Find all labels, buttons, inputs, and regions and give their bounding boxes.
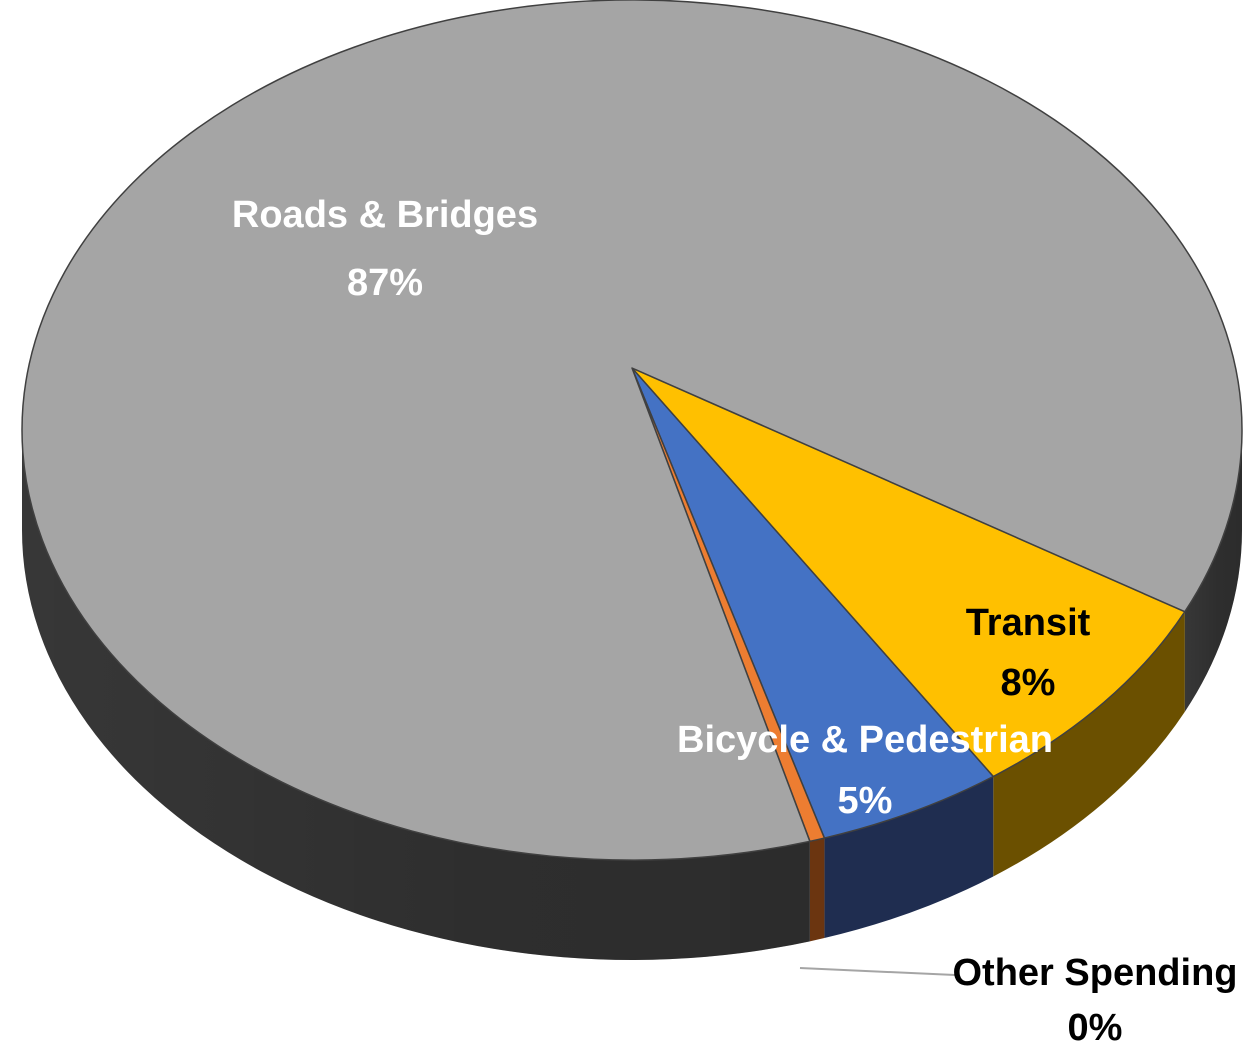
pie-sides xyxy=(22,430,1242,960)
pie-tops xyxy=(21,0,1243,861)
labels: Roads & Bridges 87% Transit 8% Bicycle & Ped… xyxy=(232,194,1238,1045)
category-label: Transit xyxy=(966,602,1091,644)
slice xyxy=(631,367,1186,778)
category-label: Roads & Bridges xyxy=(232,194,538,236)
category-label: Bicycle & Pedestrian xyxy=(677,719,1053,761)
category-label: Other Spending xyxy=(953,952,1238,994)
slice-side xyxy=(809,838,825,942)
value-label: 0% xyxy=(1068,1007,1123,1045)
slice-side-shade xyxy=(22,430,810,960)
leader-line xyxy=(799,967,956,976)
value-label: 5% xyxy=(838,780,893,822)
slice xyxy=(631,367,995,839)
slice-side-shade xyxy=(1184,430,1242,712)
value-label: 87% xyxy=(347,262,423,304)
value-label: 8% xyxy=(1001,662,1056,704)
slice xyxy=(21,0,1243,861)
slice-side xyxy=(824,776,994,939)
slice-side xyxy=(993,611,1185,877)
